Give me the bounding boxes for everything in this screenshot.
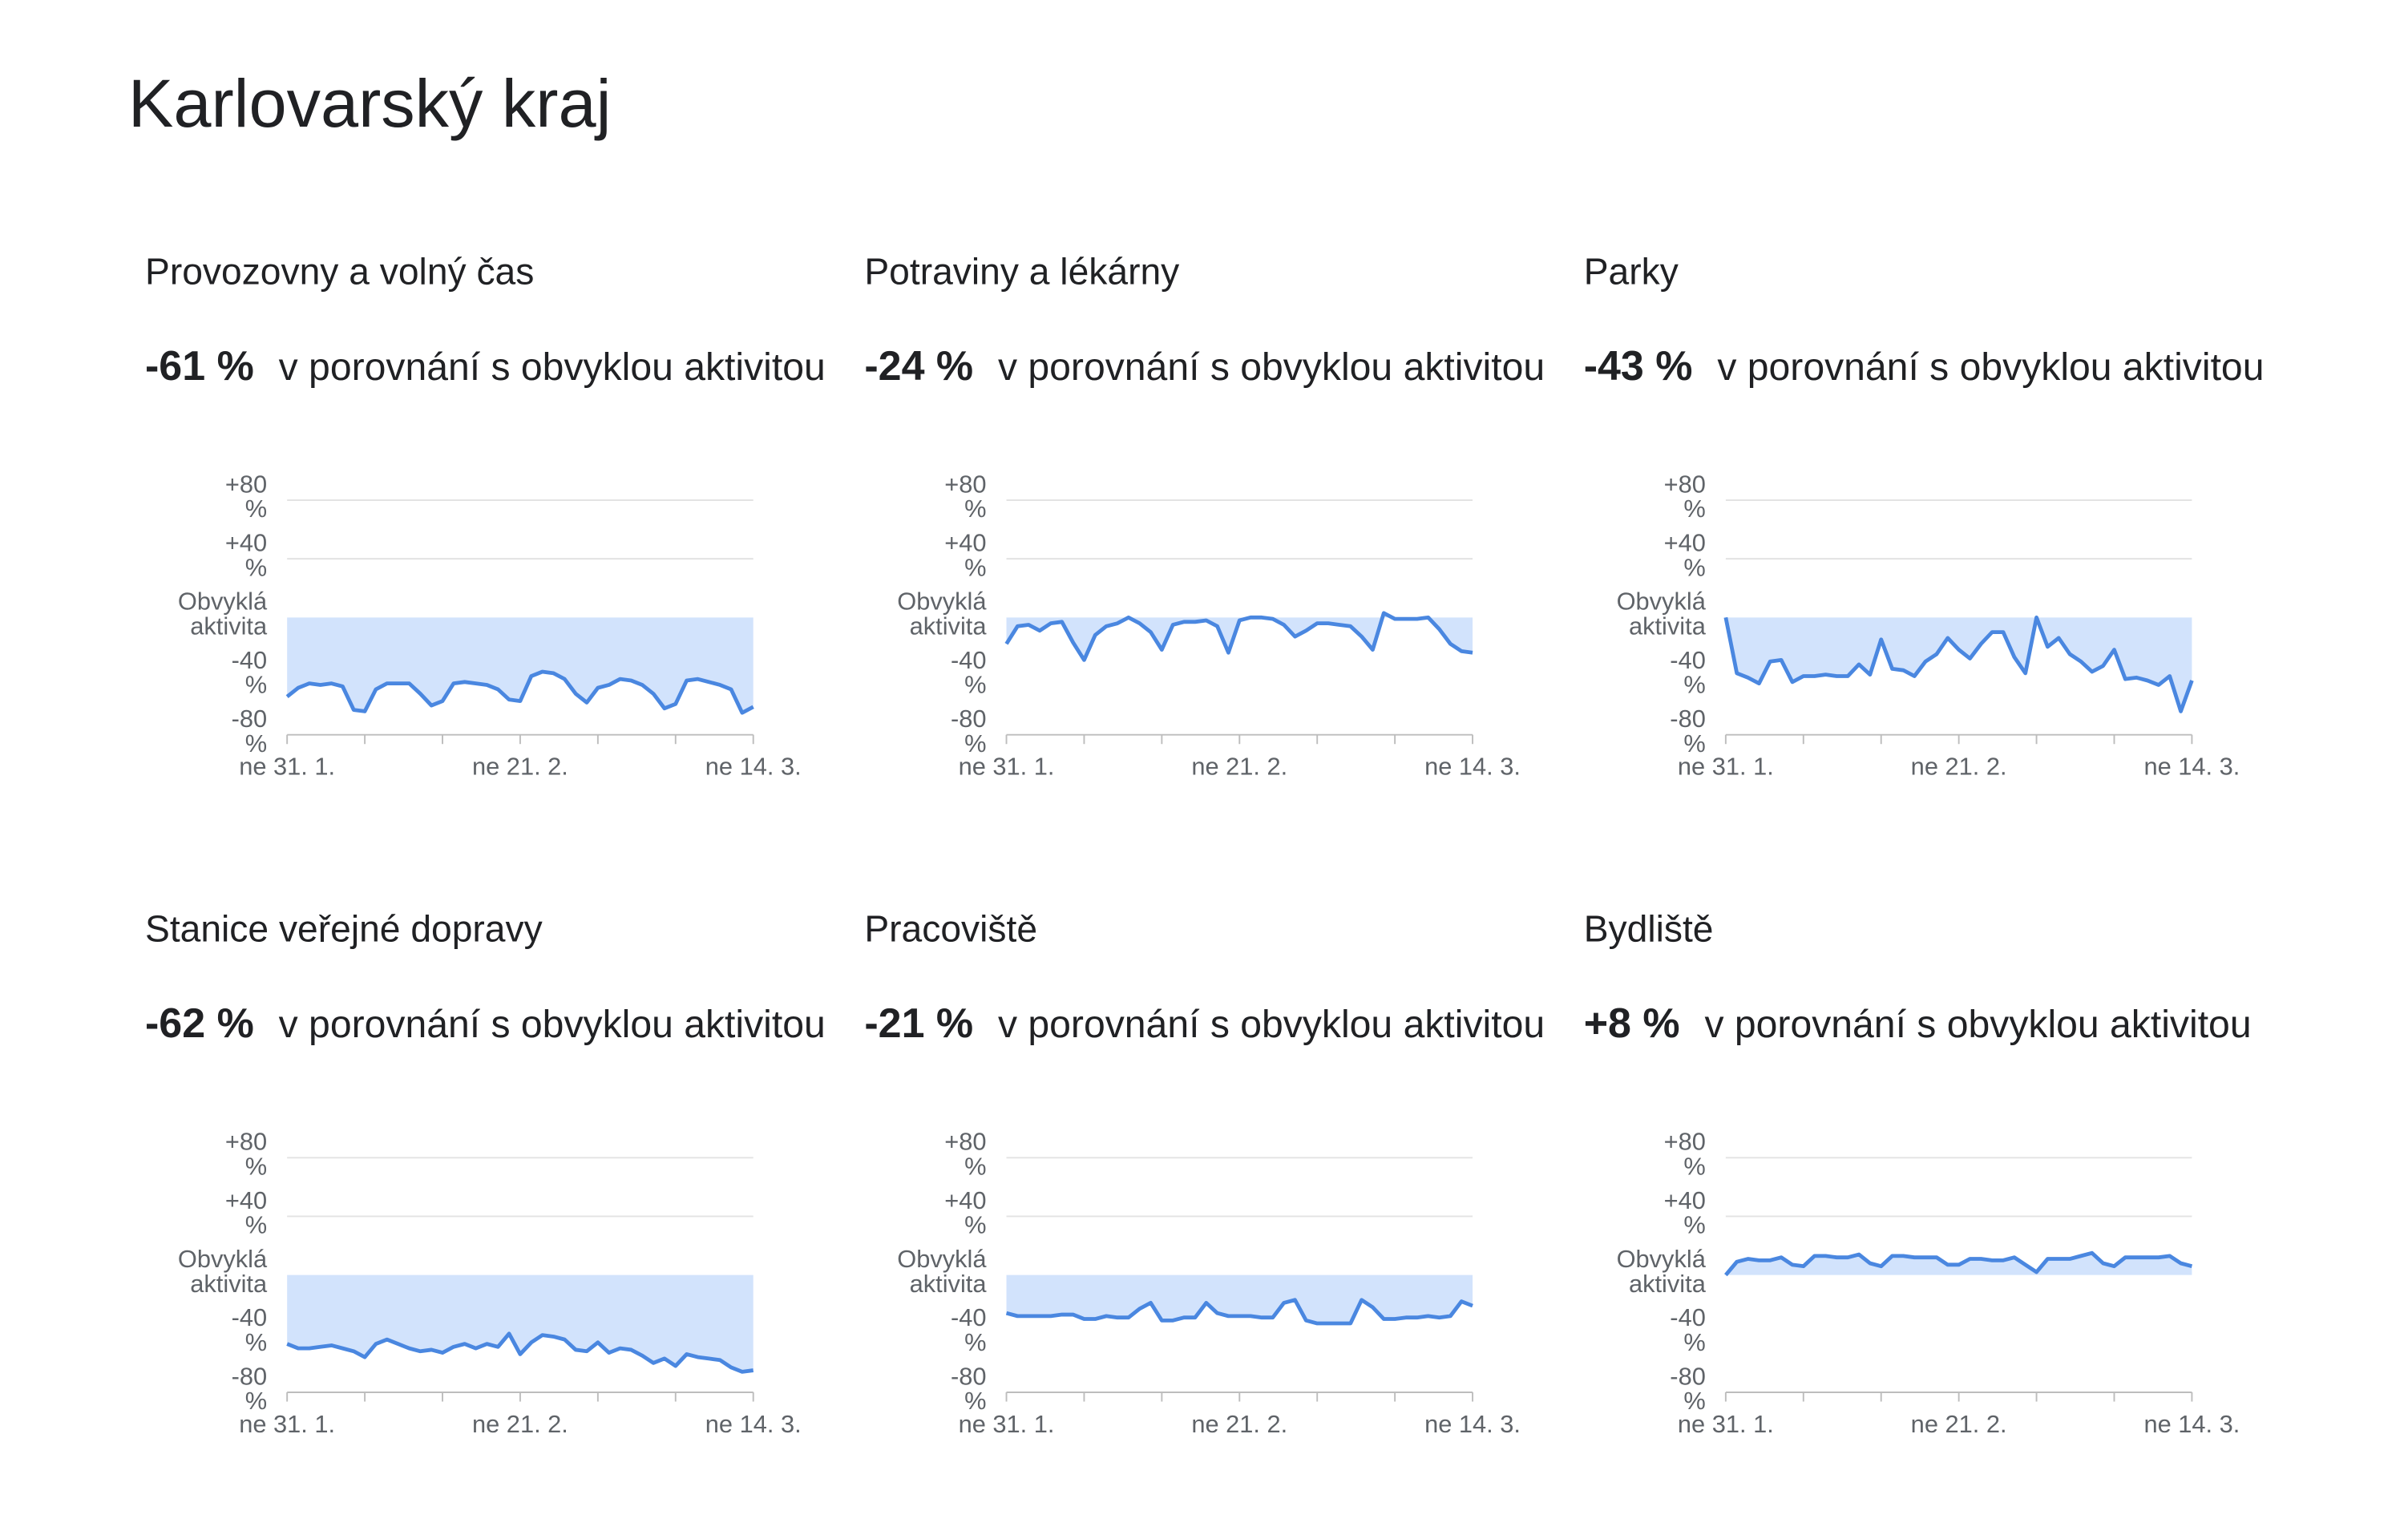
y-tick-label: +40%	[1664, 1186, 1706, 1239]
headline: -24 % v porovnání s obvyklou aktivitou	[864, 343, 1545, 390]
subtitle: v porovnání s obvyklou aktivitou	[279, 345, 826, 389]
y-tick-label: -40%	[232, 1303, 268, 1356]
y-tick-label: Obvyklá aktivita	[1617, 588, 1707, 640]
y-tick-label: -80%	[1670, 705, 1706, 757]
y-tick-label: Obvyklá aktivita	[1617, 1245, 1707, 1298]
y-tick-label: +80%	[1664, 470, 1706, 523]
chart-panel: Pracoviště -21 % v porovnání s obvyklou ak…	[864, 908, 1545, 1438]
chart-panel: Potraviny a lékárny -24 % v porovnání s ob…	[864, 250, 1545, 780]
y-tick-label: -40%	[1670, 646, 1706, 699]
line	[286, 1331, 754, 1374]
panel-title: Bydliště	[1584, 908, 1714, 950]
x-tick-label: ne 31. 1.	[1678, 1410, 1774, 1438]
change-value: +8 %	[1584, 1000, 1680, 1047]
change-value: -43 %	[1584, 343, 1693, 390]
y-tick-label: Obvyklá aktivita	[897, 1245, 987, 1298]
subtitle: v porovnání s obvyklou aktivitou	[1717, 345, 2264, 389]
panel-title: Pracoviště	[864, 908, 1037, 950]
change-value: -21 %	[864, 1000, 973, 1047]
change-value: -61 %	[145, 343, 254, 390]
x-tick-label: ne 14. 3.	[705, 1410, 802, 1438]
panel-title: Parky	[1584, 250, 1679, 292]
y-tick-label: +80%	[225, 470, 267, 523]
subtitle: v porovnání s obvyklou aktivitou	[1704, 1003, 2251, 1046]
y-tick-label: +80%	[1664, 1128, 1706, 1181]
chart-panel: Bydliště +8 % v porovnání s obvyklou aktiv…	[1584, 908, 2252, 1438]
panel-title: Stanice veřejné dopravy	[145, 908, 543, 950]
headline: +8 % v porovnání s obvyklou aktivitou	[1584, 1000, 2252, 1047]
y-tick-label: Obvyklá aktivita	[178, 588, 268, 640]
y-tick-label: +40%	[1664, 529, 1706, 582]
y-tick-label: -40%	[1670, 1303, 1706, 1356]
x-tick-label: ne 21. 2.	[1191, 1410, 1287, 1438]
y-tick-label: -40%	[951, 1303, 987, 1356]
y-tick-label: +40%	[225, 1186, 267, 1239]
line	[1724, 1250, 2193, 1277]
line	[1005, 1298, 1473, 1326]
chart-panel: Provozovny a volný čas -61 % v porovnání s…	[145, 250, 826, 780]
y-tick-label: -80%	[1670, 1362, 1706, 1415]
x-tick-label: ne 14. 3.	[1424, 1410, 1521, 1438]
y-tick-label: -80%	[232, 1362, 268, 1415]
y-tick-label: +80%	[944, 470, 986, 523]
area	[1725, 617, 2192, 712]
area	[287, 617, 754, 713]
x-tick-label: ne 21. 2.	[472, 753, 568, 781]
line	[285, 669, 754, 715]
y-tick-label: Obvyklá aktivita	[897, 588, 987, 640]
y-tick-label: +40%	[944, 1186, 986, 1239]
x-tick-label: ne 31. 1.	[239, 1410, 335, 1438]
subtitle: v porovnání s obvyklou aktivitou	[998, 345, 1545, 389]
x-tick-label: ne 21. 2.	[1911, 753, 2007, 781]
chart-panel: Parky -43 % v porovnání s obvyklou aktivit…	[1584, 250, 2265, 780]
y-tick-label: +40%	[225, 529, 267, 582]
y-tick-label: +40%	[944, 529, 986, 582]
x-tick-label: ne 31. 1.	[959, 753, 1055, 781]
change-value: -62 %	[145, 1000, 254, 1047]
x-tick-label: ne 21. 2.	[1191, 753, 1287, 781]
headline: -43 % v porovnání s obvyklou aktivitou	[1584, 343, 2265, 390]
panel-title: Provozovny a volný čas	[145, 250, 534, 292]
x-tick-label: ne 31. 1.	[1678, 753, 1774, 781]
area	[1006, 612, 1473, 660]
y-tick-label: -80%	[232, 705, 268, 757]
y-tick-label: Obvyklá aktivita	[178, 1245, 268, 1298]
area	[287, 1274, 754, 1372]
y-tick-label: +80%	[225, 1128, 267, 1181]
y-tick-label: +80%	[944, 1128, 986, 1181]
chart-panel: Stanice veřejné dopravy -62 % v porovnání …	[145, 908, 826, 1438]
y-tick-label: -40%	[232, 646, 268, 699]
y-tick-label: -40%	[951, 646, 987, 699]
subtitle: v porovnání s obvyklou aktivitou	[998, 1003, 1545, 1046]
y-tick-label: -80%	[951, 705, 987, 757]
x-tick-label: ne 21. 2.	[472, 1410, 568, 1438]
x-tick-label: ne 14. 3.	[2143, 753, 2240, 781]
line	[1004, 611, 1473, 662]
change-value: -24 %	[864, 343, 973, 390]
x-tick-label: ne 14. 3.	[1424, 753, 1521, 781]
headline: -21 % v porovnání s obvyklou aktivitou	[864, 1000, 1545, 1047]
page-title: Karlovarský kraj	[128, 65, 612, 141]
x-tick-label: ne 31. 1.	[239, 753, 335, 781]
x-tick-label: ne 14. 3.	[2143, 1410, 2240, 1438]
headline: -62 % v porovnání s obvyklou aktivitou	[145, 1000, 826, 1047]
subtitle: v porovnání s obvyklou aktivitou	[279, 1003, 826, 1046]
headline: -61 % v porovnání s obvyklou aktivitou	[145, 343, 826, 390]
x-tick-label: ne 31. 1.	[959, 1410, 1055, 1438]
x-tick-label: ne 21. 2.	[1911, 1410, 2007, 1438]
panel-title: Potraviny a lékárny	[864, 250, 1180, 292]
y-tick-label: -80%	[951, 1362, 987, 1415]
line	[1723, 615, 2194, 713]
x-tick-label: ne 14. 3.	[705, 753, 802, 781]
